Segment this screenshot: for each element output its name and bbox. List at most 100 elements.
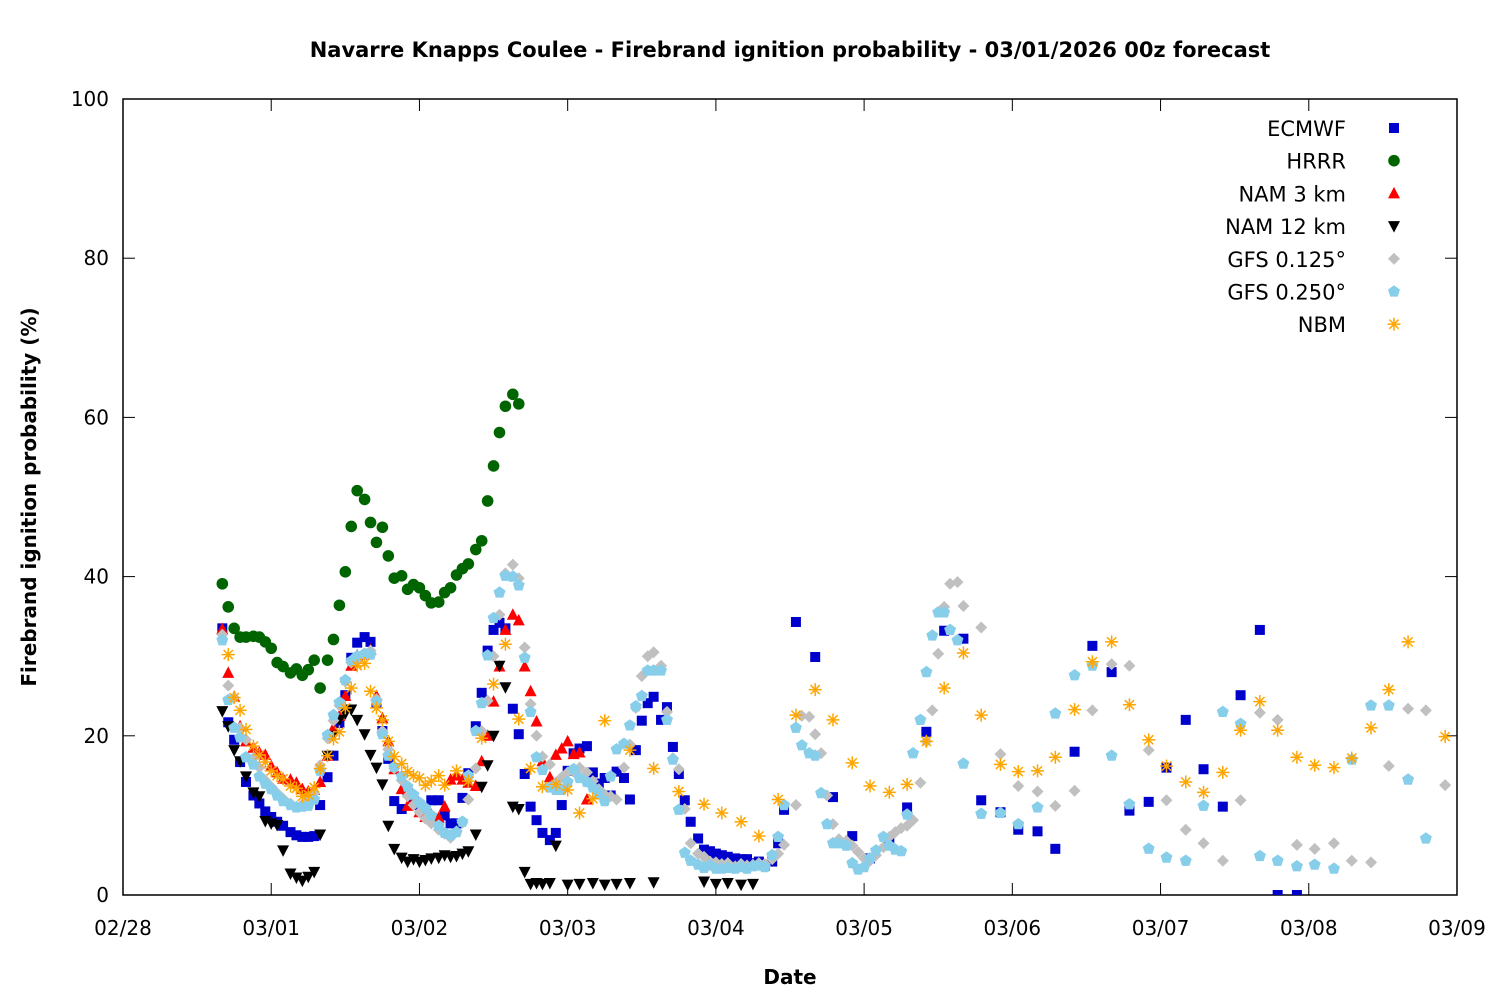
data-point: [789, 799, 802, 812]
data-point: [239, 722, 253, 736]
data-point: [957, 757, 970, 769]
data-point: [693, 833, 704, 844]
data-point: [512, 804, 525, 816]
data-point: [481, 760, 494, 772]
data-point: [530, 729, 543, 742]
data-point: [439, 810, 450, 821]
data-point: [550, 827, 561, 838]
data-point: [333, 599, 346, 612]
data-point: [228, 721, 241, 733]
data-point: [679, 795, 690, 806]
data-point: [407, 788, 420, 800]
data-point: [938, 606, 951, 618]
data-point: [469, 829, 482, 842]
data-point: [655, 664, 667, 676]
data-point: [1271, 713, 1284, 726]
data-point: [339, 566, 352, 578]
data-point: [1382, 699, 1395, 711]
data-point: [432, 819, 445, 831]
data-point: [475, 534, 488, 547]
data-point: [1180, 714, 1191, 725]
data-point: [704, 846, 715, 857]
data-point: [1011, 765, 1025, 779]
data-point: [1179, 775, 1193, 789]
data-point: [870, 844, 882, 856]
data-point: [1217, 801, 1228, 812]
data-point: [914, 776, 927, 789]
data-point: [1198, 764, 1209, 775]
data-point: [698, 876, 711, 888]
data-point: [1050, 843, 1061, 854]
data-point: [722, 851, 733, 862]
data-point: [370, 762, 383, 775]
data-point: [907, 747, 919, 759]
data-point: [339, 673, 352, 686]
data-point: [1013, 824, 1024, 835]
data-point: [1123, 798, 1136, 810]
data-point: [926, 704, 939, 717]
data-point: [944, 623, 957, 635]
data-point: [742, 854, 753, 865]
legend-label: GFS 0.125°: [1227, 248, 1346, 272]
data-point: [388, 843, 401, 856]
data-point: [1197, 837, 1210, 850]
data-point: [1122, 698, 1136, 712]
data-point: [636, 715, 647, 726]
data-point: [1179, 823, 1192, 836]
data-point: [445, 818, 456, 829]
data-point: [488, 624, 499, 635]
data-point: [789, 721, 802, 733]
data-point: [772, 830, 785, 842]
data-point: [285, 827, 296, 838]
data-points: [216, 388, 1452, 895]
data-point: [327, 708, 340, 721]
data-point: [939, 625, 950, 636]
data-point: [618, 737, 630, 749]
data-point: [370, 536, 383, 549]
data-point: [599, 772, 610, 783]
data-point: [920, 665, 933, 678]
legend-marker: [1387, 317, 1401, 331]
series-hrrr: [216, 388, 525, 694]
legend-marker: [1388, 154, 1400, 167]
data-point: [524, 684, 537, 697]
data-point: [921, 726, 932, 737]
data-point: [277, 845, 290, 857]
data-point: [845, 756, 859, 770]
data-point: [1419, 704, 1432, 717]
data-point: [976, 795, 987, 806]
data-point: [512, 613, 525, 626]
data-point: [518, 660, 531, 672]
data-point: [518, 651, 531, 663]
data-point: [469, 779, 482, 791]
data-point: [556, 800, 567, 811]
data-point: [1106, 667, 1117, 678]
data-point: [561, 783, 575, 797]
x-tick-label: 03/01: [242, 916, 300, 940]
data-point: [462, 558, 475, 570]
data-point: [297, 831, 308, 842]
x-tick-label: 02/28: [94, 916, 152, 940]
chart-title: Navarre Knapps Coulee - Firebrand igniti…: [310, 38, 1271, 62]
data-point: [222, 679, 235, 692]
data-point: [339, 689, 352, 701]
data-point: [1234, 717, 1247, 729]
data-point: [1402, 773, 1415, 785]
data-point: [956, 646, 970, 660]
data-point: [549, 777, 563, 791]
data-point: [1327, 761, 1341, 775]
data-point: [1086, 704, 1099, 717]
data-point: [1438, 730, 1452, 744]
data-point: [1105, 658, 1118, 671]
y-tick-label: 40: [84, 565, 109, 589]
y-axis: 0 20 40 60 80 100: [71, 87, 1457, 907]
data-point: [247, 787, 260, 799]
data-point: [1179, 854, 1192, 866]
data-point: [1291, 890, 1302, 895]
data-point: [499, 623, 512, 635]
data-point: [752, 829, 766, 843]
data-point: [315, 800, 326, 811]
data-point: [457, 792, 468, 803]
data-point: [598, 879, 611, 892]
